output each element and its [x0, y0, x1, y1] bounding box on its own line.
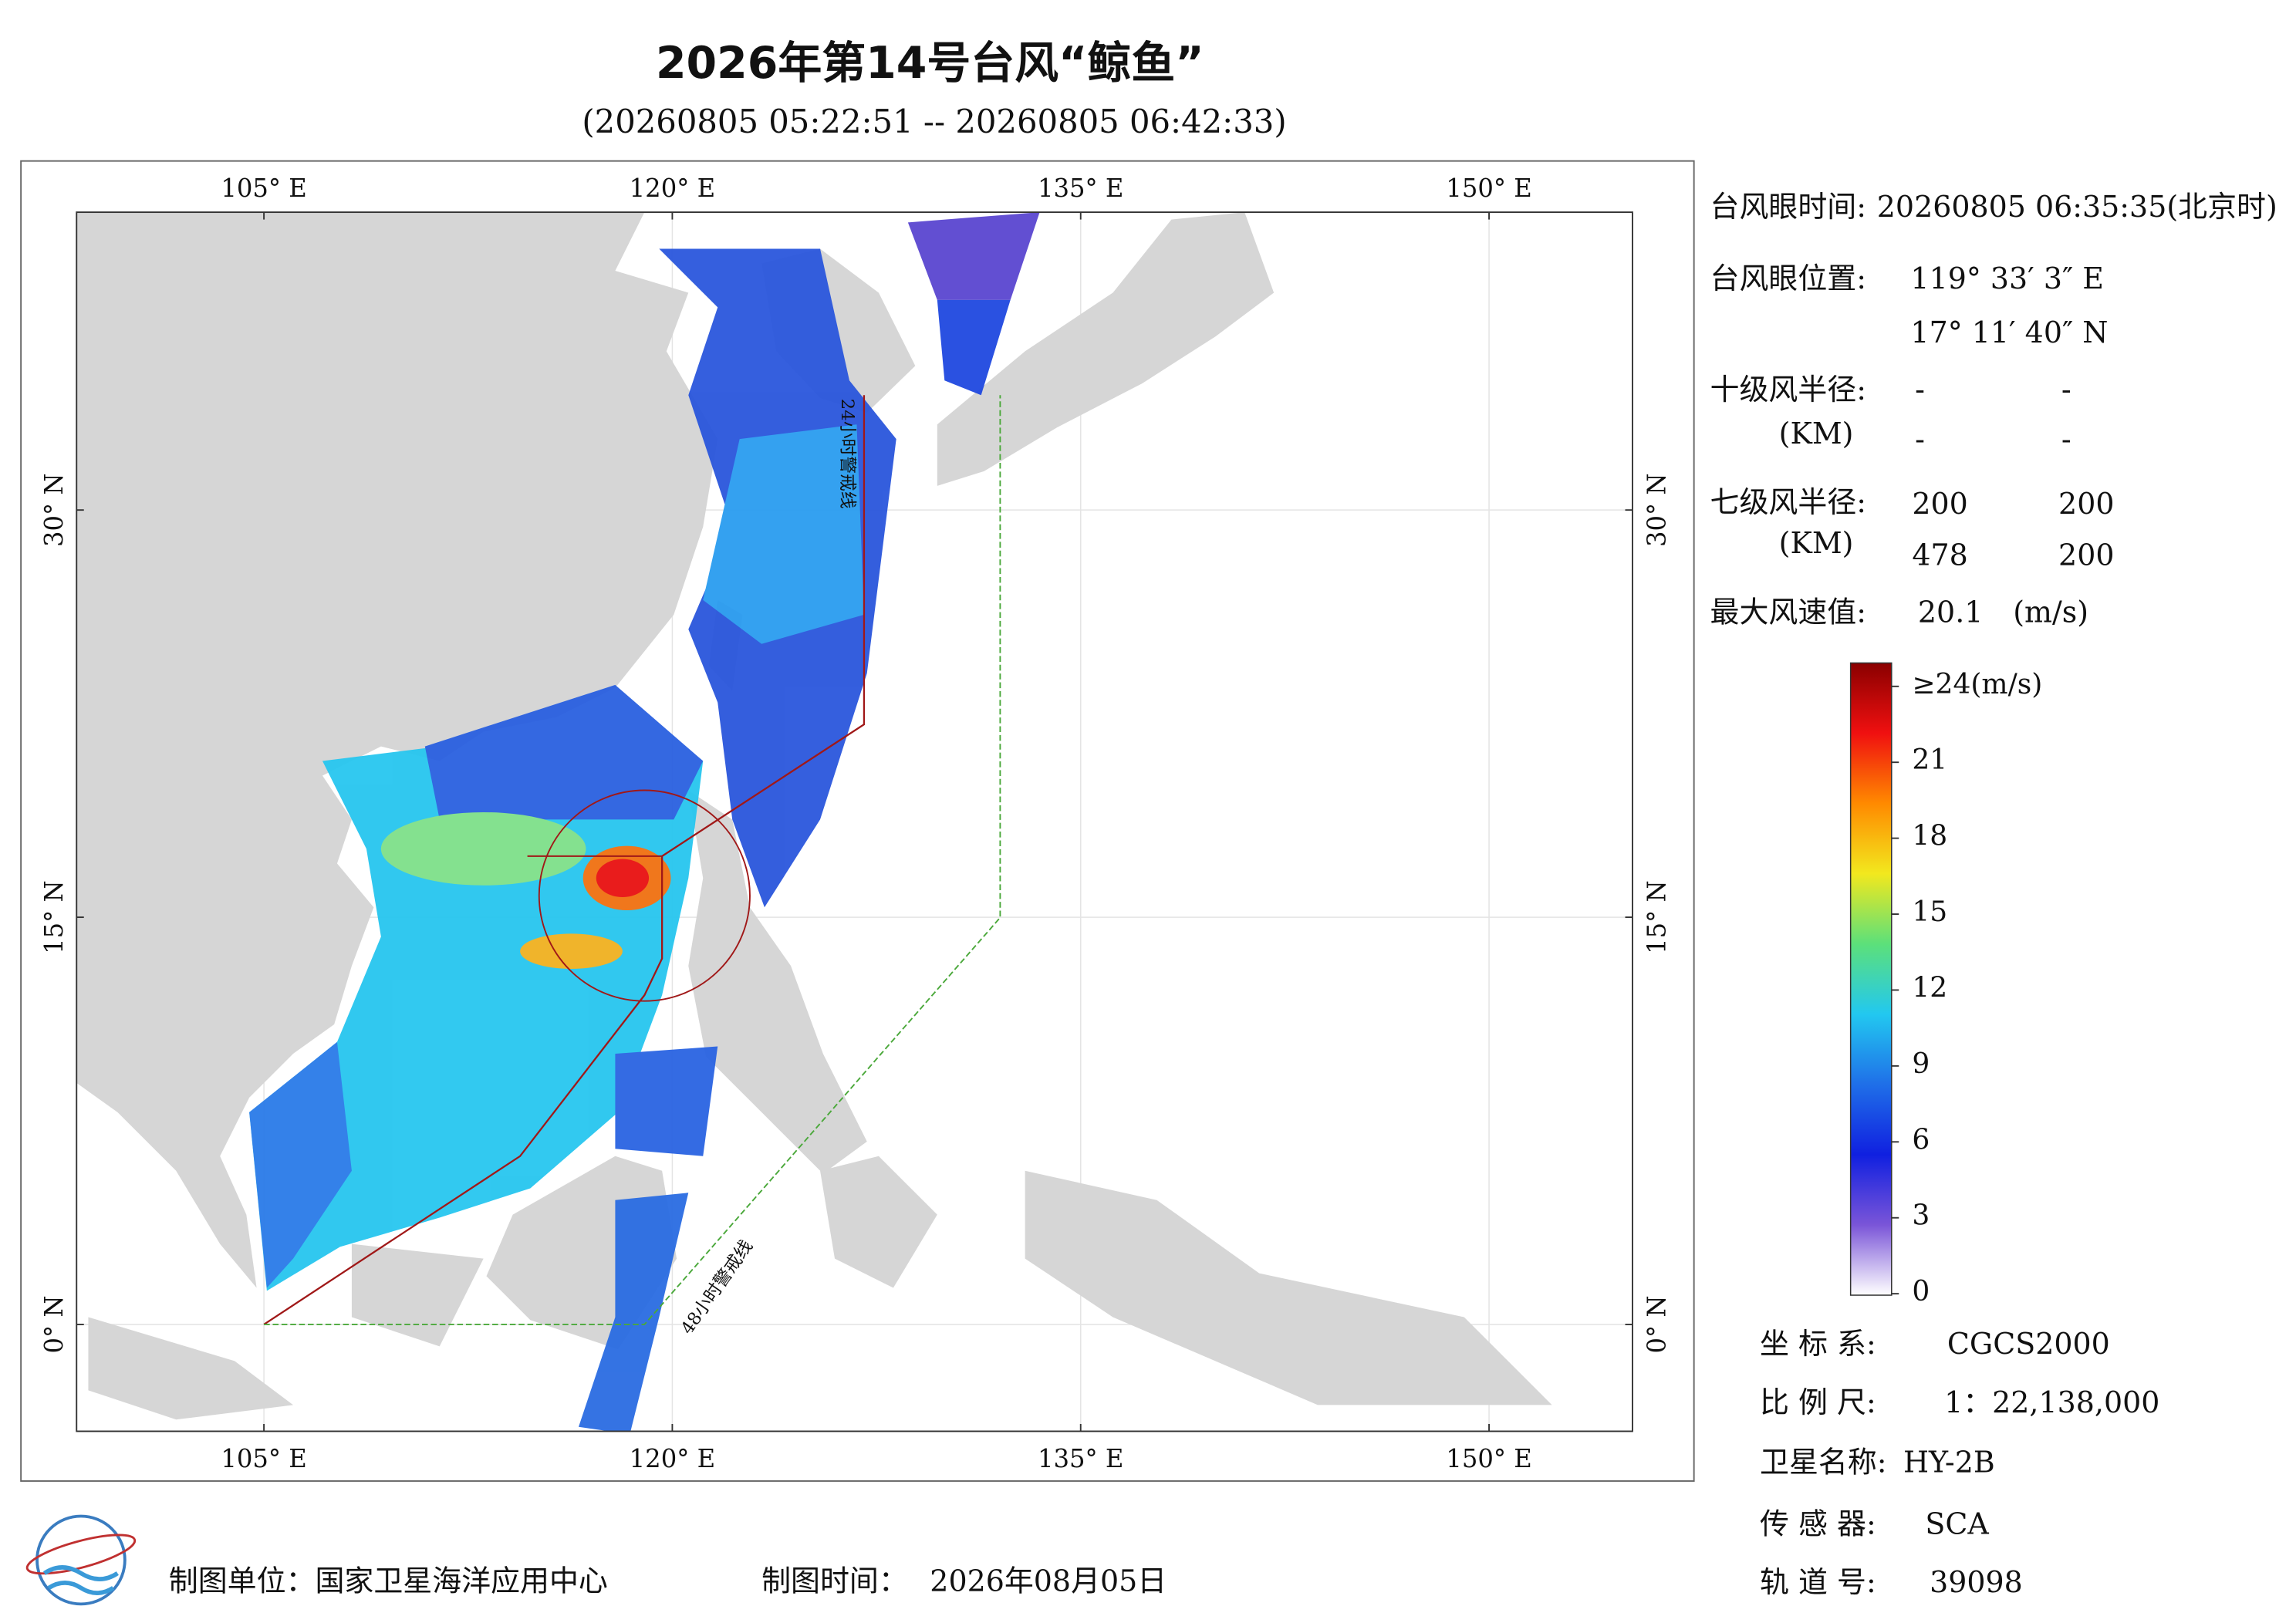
- lon-tick-label: 105° E: [221, 174, 306, 203]
- r7-value: 478: [1912, 538, 1967, 572]
- colorbar-tick-label: 0: [1912, 1276, 1930, 1308]
- crs-label: 坐 标 系:: [1760, 1327, 1876, 1361]
- lon-tick-label: 150° E: [1446, 174, 1531, 203]
- colorbar-tick-label: ≥24(m/s): [1912, 669, 2042, 700]
- map-area: 24小时警戒线 48小时警戒线: [76, 212, 1633, 1432]
- warning-line-48h: [264, 395, 1001, 1325]
- colorbar: ≥24(m/s) 21 18 15 12 9 6 3 0: [1849, 662, 2042, 1308]
- r10-value: -: [2061, 422, 2071, 456]
- r10-value: -: [1915, 422, 1925, 456]
- colorbar-tick-label: 9: [1912, 1048, 1930, 1080]
- r7-value: 200: [2058, 538, 2114, 572]
- colorbar-tick-label: 3: [1912, 1200, 1930, 1232]
- wind-radius-circle: [538, 789, 751, 1002]
- r10-unit: (KM): [1779, 417, 1854, 450]
- footer-time-label: 制图时间：: [761, 1564, 908, 1598]
- metadata: 坐 标 系: CGCS2000 比 例 尺: 1：22,138,000 卫星名称…: [1760, 1327, 2159, 1599]
- warning-24h-label: 24小时警戒线: [837, 399, 857, 509]
- logo: [25, 1514, 137, 1606]
- title: 2026年第14号台风“鲸鱼”: [656, 38, 1204, 89]
- info-panel: 台风眼时间: 20260805 06:35:35(北京时) 台风眼位置: 119…: [1710, 190, 2277, 629]
- lat-tick-label: 15° N: [1643, 880, 1672, 954]
- r10-label: 十级风半径:: [1710, 373, 1866, 407]
- sensor-label: 传 感 器:: [1760, 1507, 1876, 1540]
- orbit-label: 轨 道 号:: [1760, 1565, 1876, 1599]
- max-wind-unit: (m/s): [2013, 595, 2088, 629]
- satellite-label: 卫星名称:: [1760, 1446, 1887, 1480]
- footer-unit: 制图单位：国家卫星海洋应用中心: [169, 1564, 608, 1598]
- lon-tick-label: 120° E: [630, 1444, 715, 1473]
- colorbar-tick-label: 21: [1912, 744, 1947, 776]
- satellite: HY-2B: [1903, 1446, 1995, 1480]
- warning-line-24h: [263, 395, 866, 1325]
- eye-lat: 17° 11′ 40″ N: [1910, 315, 2108, 349]
- map-border: [76, 211, 1633, 1432]
- colorbar-tick-label: 12: [1912, 972, 1947, 1004]
- sensor: SCA: [1925, 1507, 1989, 1540]
- eye-position-label: 台风眼位置:: [1710, 262, 1866, 295]
- lat-tick-label: 30° N: [39, 473, 69, 547]
- colorbar-tick-label: 18: [1912, 821, 1947, 852]
- lat-tick-label: 0° N: [39, 1295, 69, 1353]
- lon-tick-label: 120° E: [630, 174, 715, 203]
- lat-tick-label: 30° N: [1643, 473, 1672, 547]
- lon-tick-label: 105° E: [221, 1444, 306, 1473]
- r10-value: -: [2061, 373, 2071, 407]
- lon-tick-label: 135° E: [1038, 174, 1123, 203]
- r7-label: 七级风半径:: [1710, 485, 1866, 519]
- colorbar-tick-label: 6: [1912, 1124, 1930, 1156]
- orbit: 39098: [1930, 1565, 2023, 1599]
- max-wind: 20.1: [1918, 595, 1983, 629]
- map-ticks: 105° E 105° E 120° E 120° E 135° E 135° E 150°…: [39, 174, 1671, 1473]
- scale: 1：22,138,000: [1944, 1385, 2159, 1419]
- eye-lon: 119° 33′ 3″ E: [1910, 262, 2103, 295]
- scale-label: 比 例 尺:: [1760, 1385, 1876, 1419]
- r7-value: 200: [1912, 487, 1967, 521]
- crs: CGCS2000: [1947, 1327, 2110, 1361]
- lat-tick-label: 0° N: [1643, 1295, 1672, 1353]
- map-frame: [20, 160, 1695, 1482]
- r10-value: -: [1915, 373, 1925, 407]
- r7-value: 200: [2058, 487, 2114, 521]
- colorbar-ramp: [1849, 662, 1893, 1296]
- max-wind-label: 最大风速值:: [1710, 595, 1866, 629]
- eye-time: 20260805 06:35:35(北京时): [1877, 190, 2277, 224]
- r7-unit: (KM): [1779, 526, 1854, 560]
- footer-date: 2026年08月05日: [930, 1564, 1167, 1598]
- lon-tick-label: 135° E: [1038, 1444, 1123, 1473]
- eye-time-label: 台风眼时间:: [1710, 190, 1866, 224]
- colorbar-tick-label: 15: [1912, 896, 1947, 928]
- lat-tick-label: 15° N: [39, 880, 69, 954]
- lon-tick-label: 150° E: [1446, 1444, 1531, 1473]
- subtitle: (20260805 05:22:51 -- 20260805 06:42:33): [582, 103, 1286, 140]
